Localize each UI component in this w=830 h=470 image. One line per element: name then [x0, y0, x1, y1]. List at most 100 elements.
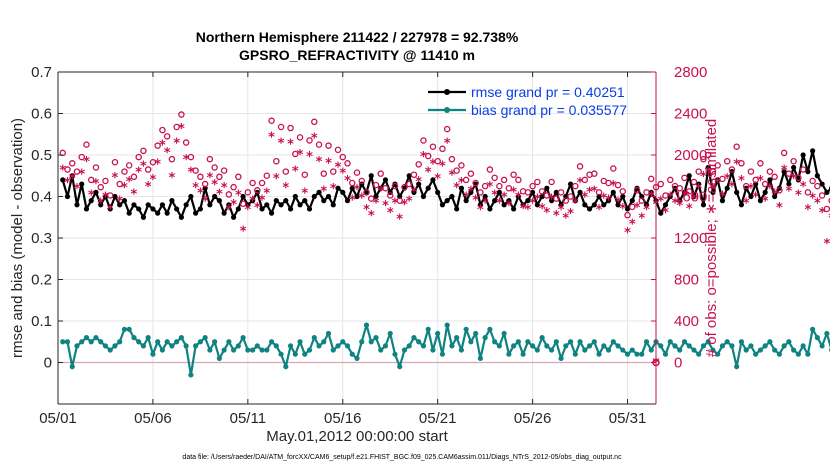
obs-possible-point: [595, 189, 603, 196]
rmse-point: [482, 193, 488, 200]
rmse-point: [667, 193, 673, 200]
rmse-point: [605, 198, 612, 204]
rmse-point: [501, 202, 507, 208]
y-tick-label-left: 0.7: [31, 64, 52, 81]
obs-assimilated-point: *: [605, 194, 612, 209]
obs-assimilated-point: *: [558, 203, 565, 218]
obs-possible-point: [567, 193, 574, 200]
obs-possible-point: [211, 164, 218, 171]
bias-point: [639, 351, 645, 357]
obs-assimilated-point: *: [804, 203, 811, 218]
obs-assimilated-point: *: [306, 150, 313, 165]
rmse-point: [691, 193, 697, 200]
obs-assimilated-point: *: [458, 176, 465, 191]
rmse-point: [553, 189, 559, 195]
rmse-point: [496, 189, 502, 195]
obs-possible-point: [814, 182, 821, 190]
obs-possible-point: [410, 171, 418, 178]
obs-assimilated-point: *: [748, 182, 755, 197]
obs-possible-point: [235, 173, 242, 181]
rmse-point: [506, 198, 512, 204]
bias-point: [121, 326, 128, 332]
rmse-point: [382, 177, 389, 183]
obs-assimilated-point: *: [591, 184, 598, 199]
rmse-point: [677, 198, 683, 204]
bias-point: [719, 343, 726, 349]
obs-possible-point: [296, 134, 304, 141]
bias-point: [302, 351, 308, 357]
obs-possible-point: [401, 183, 408, 191]
obs-assimilated-point: *: [629, 217, 636, 232]
obs-assimilated-point: *: [325, 156, 332, 171]
obs-possible-point: [657, 180, 664, 188]
obs-assimilated-point: *: [520, 202, 527, 217]
obs-assimilated-point: *: [168, 171, 175, 186]
rmse-point: [686, 173, 692, 179]
obs-possible-point: [629, 203, 636, 211]
bias-point: [482, 335, 488, 341]
rmse-point: [696, 181, 702, 187]
rmse-point: [159, 202, 166, 208]
obs-possible-point: [287, 124, 294, 132]
obs-assimilated-point: *: [710, 182, 717, 197]
rmse-point: [582, 202, 588, 208]
bias-point: [235, 343, 241, 349]
obs-possible-point: [320, 170, 328, 177]
obs-possible-point: [102, 177, 109, 185]
obs-possible-point: [662, 192, 669, 199]
obs-assimilated-point: *: [757, 174, 764, 189]
bias-point: [60, 339, 66, 345]
rmse-point: [520, 202, 526, 208]
bias-point: [145, 335, 151, 341]
obs-assimilated-point: *: [705, 166, 712, 181]
rmse-point: [93, 189, 99, 195]
obs-possible-point: [638, 197, 646, 204]
obs-possible-point: [83, 141, 90, 148]
rmse-point: [534, 202, 540, 208]
rmse-point: [344, 198, 351, 204]
obs-possible-point: [201, 180, 209, 188]
bias-point: [691, 347, 697, 353]
obs-possible-point: [382, 184, 389, 192]
bias-point: [401, 347, 408, 353]
obs-assimilated-point: *: [486, 180, 493, 195]
obs-possible-point: [709, 168, 717, 175]
rmse-point: [226, 202, 232, 208]
obs-possible-point: [97, 183, 104, 191]
obs-assimilated-point: *: [368, 209, 375, 224]
bias-point: [249, 347, 256, 353]
bias-point: [530, 343, 536, 349]
rmse-point: [786, 181, 792, 187]
obs-possible-point: [273, 157, 280, 165]
bias-point: [724, 339, 730, 345]
obs-assimilated-point: *: [69, 172, 76, 187]
rmse-point: [164, 210, 170, 216]
bias-point: [473, 330, 479, 337]
obs-assimilated-point: *: [216, 187, 223, 202]
obs-possible-point: [467, 170, 475, 177]
bias-point: [629, 347, 635, 353]
rmse-point: [430, 177, 436, 183]
obs-assimilated-point: *: [472, 194, 479, 209]
obs-assimilated-point: *: [657, 195, 664, 210]
obs-possible-point: [633, 187, 641, 194]
obs-assimilated-point: *: [259, 194, 266, 209]
obs-assimilated-point: *: [515, 191, 522, 206]
bias-point: [188, 372, 194, 378]
obs-possible-point: [453, 167, 460, 174]
bias-point: [772, 347, 778, 353]
rmse-point: [368, 173, 374, 179]
bias-point: [268, 339, 275, 345]
rmse-point: [297, 202, 303, 208]
rmse-point: [710, 189, 716, 195]
obs-assimilated-point: *: [292, 165, 299, 180]
obs-assimilated-point: *: [785, 184, 792, 199]
bias-point: [525, 339, 531, 345]
rmse-point: [264, 202, 270, 208]
obs-possible-point: [723, 157, 731, 165]
obs-possible-point: [553, 195, 560, 202]
bias-point: [620, 347, 626, 353]
obs-assimilated-point: *: [121, 181, 128, 196]
rmse-point: [643, 202, 650, 208]
obs-assimilated-point: *: [572, 197, 579, 212]
